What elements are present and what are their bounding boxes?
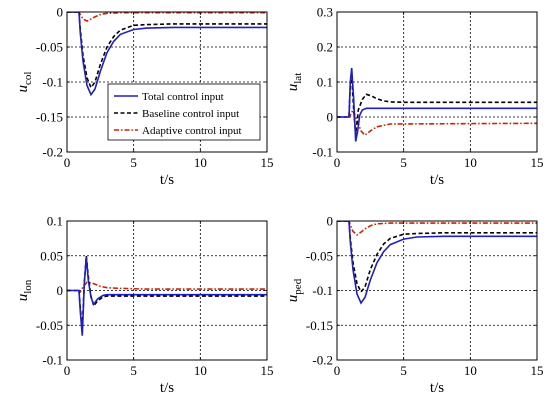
series-line-baseline-control-input	[67, 12, 267, 90]
y-tick-label: 0	[327, 110, 334, 125]
x-tick-label: 5	[400, 155, 407, 170]
y-tick-label: -0.05	[306, 248, 333, 263]
series-line-total-control-input	[67, 12, 267, 97]
y-axis-label-main: u	[285, 84, 301, 92]
legend-box	[107, 83, 261, 141]
y-axis-label: ucol	[15, 72, 34, 93]
y-tick-label: 0	[57, 283, 64, 298]
series-line-total-control-input	[337, 67, 537, 142]
x-tick-label: 10	[194, 155, 207, 170]
y-tick-label: -0.05	[36, 318, 63, 333]
y-tick-label: 0.1	[317, 75, 333, 90]
legend-entry: Baseline control input	[142, 108, 239, 120]
y-tick-label: -0.15	[36, 110, 63, 125]
y-axis-label-sub: ped	[292, 278, 304, 294]
x-tick-label: 15	[261, 155, 274, 170]
series-line-total-control-input	[67, 257, 267, 336]
y-tick-label: -0.1	[312, 145, 333, 160]
subplot-ped: 0 5 10 15 0 -0.05 -0.1 -0.15 -0.2 t/s uped	[285, 214, 544, 397]
x-axis-label: t/s	[430, 380, 444, 396]
y-tick-label: -0.1	[312, 283, 333, 298]
y-axis-label-sub: col	[22, 72, 34, 85]
y-axis-label-main: u	[285, 295, 301, 303]
x-tick-label: 5	[400, 363, 407, 378]
y-axis-label-main: u	[15, 294, 31, 302]
y-axis-label: ulon	[15, 279, 34, 301]
series-line-total-control-input	[337, 221, 537, 305]
series-line-adaptive-control-input	[337, 108, 537, 137]
y-axis-label-main: u	[15, 85, 31, 93]
y-tick-label: 0	[327, 214, 334, 229]
x-axis-label: t/s	[430, 172, 444, 188]
y-tick-label: 0.3	[317, 5, 333, 20]
subplot-lon: 0 5 10 15 0.1 0.05 0 -0.05 -0.1 t/s ulon	[15, 214, 274, 397]
x-tick-label: 15	[531, 363, 544, 378]
x-tick-label: 15	[261, 363, 274, 378]
y-tick-label: 0	[57, 5, 64, 20]
y-tick-label: -0.05	[36, 40, 63, 55]
y-axis-label: ulat	[285, 73, 304, 92]
legend-entry: Adaptive control input	[142, 125, 242, 137]
legend: Total control input Baseline control inpu…	[107, 83, 261, 141]
subplot-col: 0 5 10 15 0 -0.05 -0.1 -0.15 -0.2 t/s ucol Total co…	[15, 5, 274, 189]
y-axis-label-sub: lon	[22, 279, 34, 294]
x-tick-label: 10	[194, 363, 207, 378]
x-tick-label: 5	[130, 155, 137, 170]
series-line-baseline-control-input	[337, 221, 537, 294]
x-tick-label: 5	[130, 363, 137, 378]
series-line-adaptive-control-input	[67, 281, 267, 294]
y-tick-label: -0.1	[42, 75, 63, 90]
y-tick-label: -0.2	[312, 353, 333, 368]
series-line-adaptive-control-input	[67, 12, 267, 23]
x-axis-label: t/s	[160, 172, 174, 188]
y-tick-label: 0.2	[317, 40, 333, 55]
y-tick-label: 0.05	[40, 248, 63, 263]
y-tick-label: 0.1	[47, 214, 63, 229]
x-axis-label: t/s	[160, 380, 174, 396]
x-tick-label: 10	[464, 155, 477, 170]
y-tick-label: -0.15	[306, 318, 333, 333]
x-tick-label: 0	[334, 155, 341, 170]
x-tick-label: 0	[64, 155, 71, 170]
y-tick-label: -0.1	[42, 353, 63, 368]
series-line-baseline-control-input	[67, 255, 267, 329]
legend-entry: Total control input	[142, 91, 224, 103]
x-tick-label: 0	[64, 363, 71, 378]
x-tick-label: 10	[464, 363, 477, 378]
y-axis-label-sub: lat	[292, 73, 304, 84]
x-tick-label: 0	[334, 363, 341, 378]
series-line-baseline-control-input	[337, 74, 537, 135]
x-tick-label: 15	[531, 155, 544, 170]
y-axis-label: uped	[285, 278, 304, 302]
y-tick-label: -0.2	[42, 145, 63, 160]
